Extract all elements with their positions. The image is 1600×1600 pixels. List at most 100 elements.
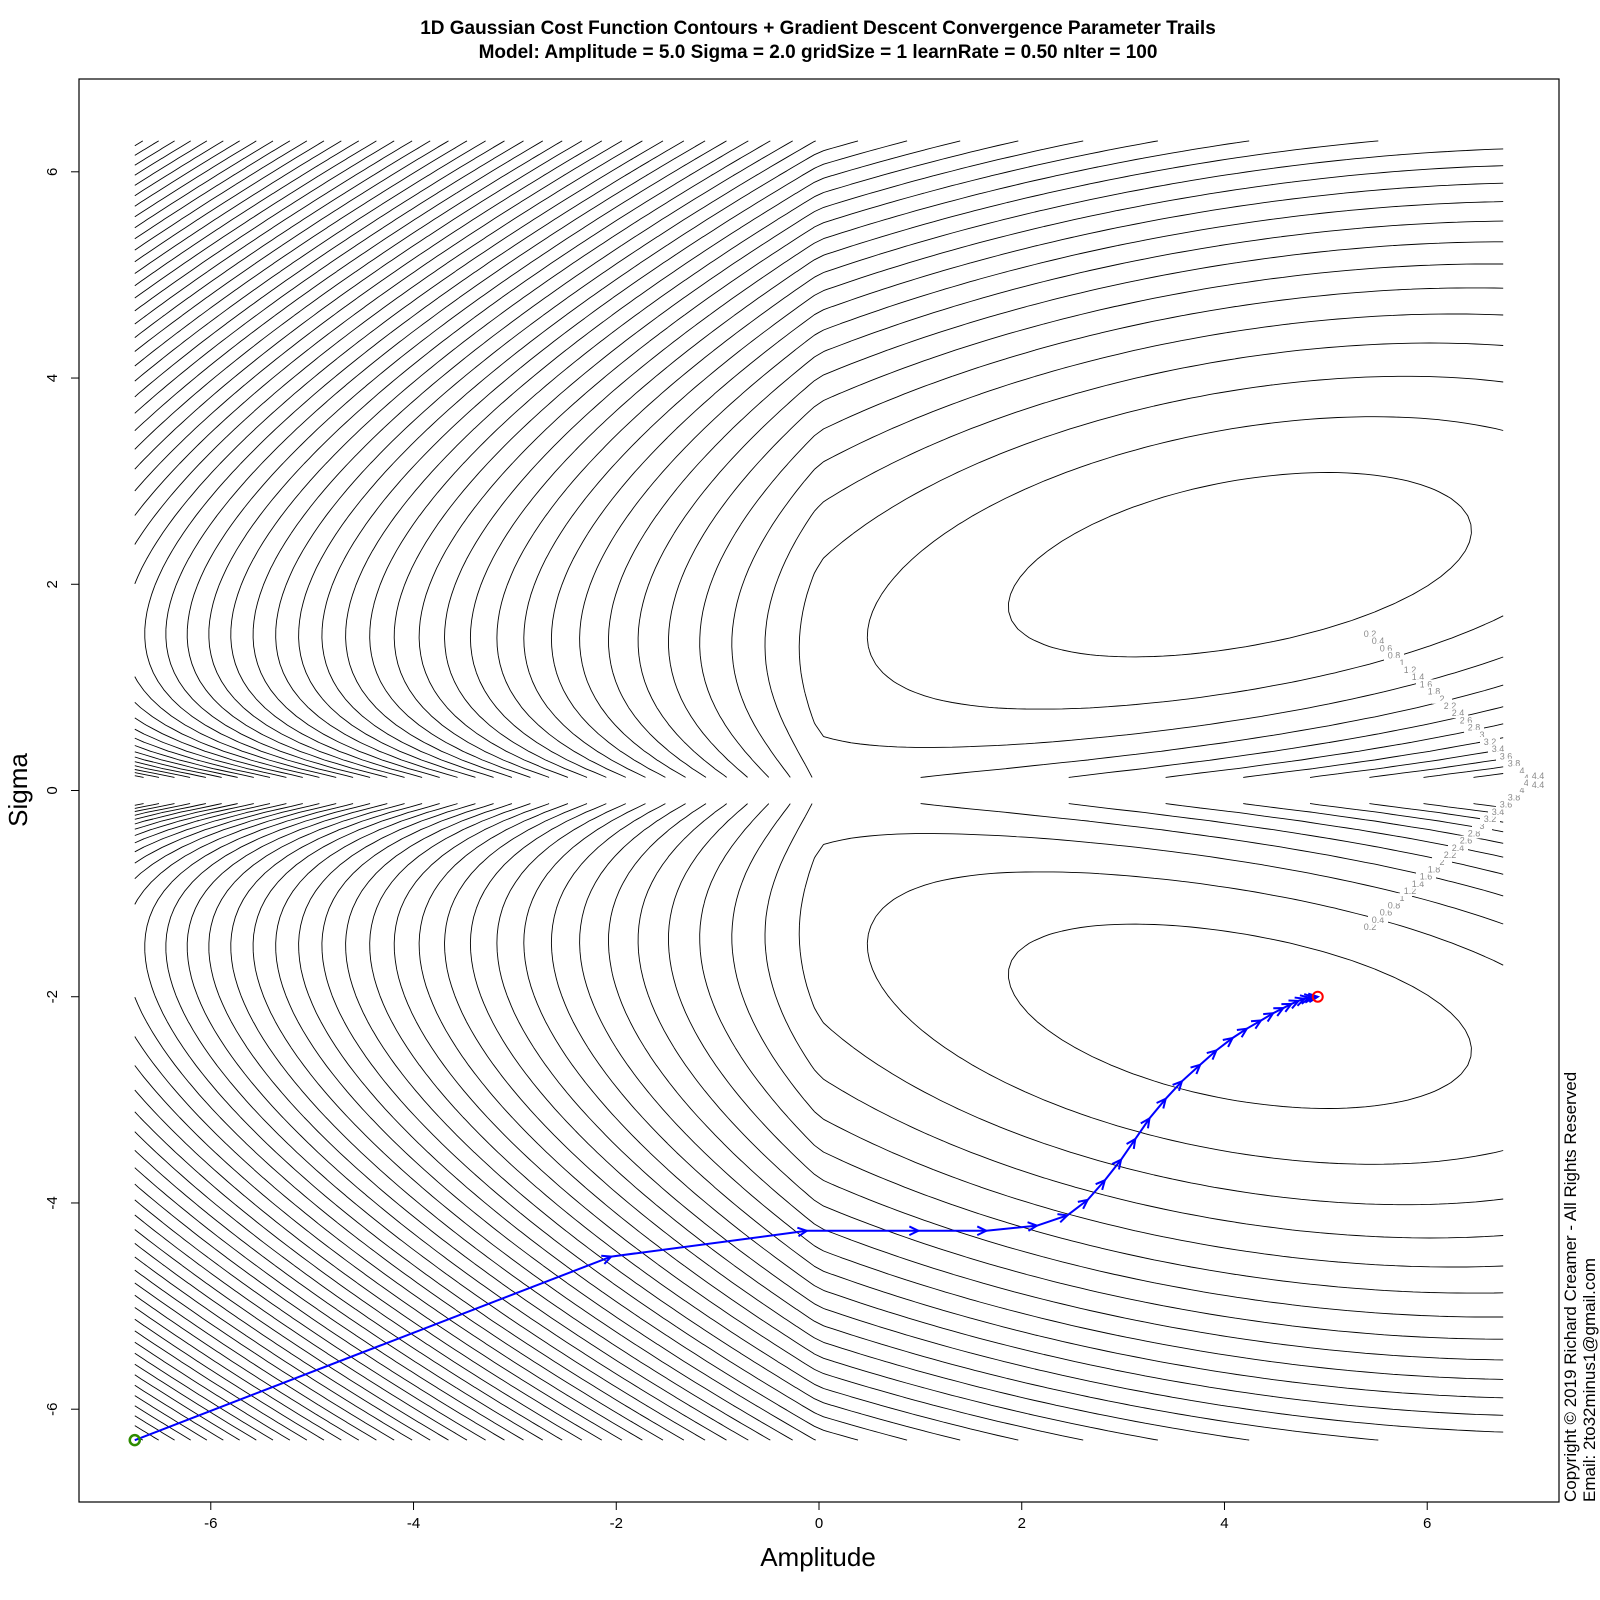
level-label-bg bbox=[1416, 871, 1436, 882]
level-label-bg bbox=[1392, 657, 1412, 668]
contour-level-label: 2.6 bbox=[1460, 715, 1473, 725]
trail-arrowhead bbox=[1027, 1221, 1040, 1232]
contour-line bbox=[134, 140, 468, 1441]
chart-subtitle: Model: Amplitude = 5.0 Sigma = 2.0 gridS… bbox=[479, 42, 1158, 63]
trail-arrowhead bbox=[1250, 1019, 1263, 1030]
contour-line bbox=[134, 140, 191, 1441]
contour-line bbox=[134, 140, 505, 1441]
trail-arrowhead bbox=[1294, 996, 1307, 1007]
contour-level-label: 2.6 bbox=[1460, 836, 1473, 846]
contour-line bbox=[699, 287, 1504, 1294]
contour-level-label: 1.8 bbox=[1428, 864, 1441, 874]
contour-line bbox=[144, 140, 685, 1441]
level-label-bg bbox=[1488, 806, 1508, 817]
contour-line bbox=[134, 140, 583, 1441]
contour-line bbox=[345, 140, 961, 1441]
contour-level-label: 3.6 bbox=[1500, 751, 1513, 761]
contour-level-label: 1.4 bbox=[1412, 672, 1425, 682]
level-label-bg bbox=[1480, 814, 1500, 824]
contour-line bbox=[579, 201, 1504, 1380]
trail-arrowhead bbox=[1057, 1213, 1070, 1224]
contour-level-label: 0.2 bbox=[1364, 629, 1377, 639]
level-label-bg bbox=[1368, 636, 1388, 647]
level-label-bg bbox=[1440, 701, 1460, 711]
contour-level-label: 2 bbox=[1439, 857, 1444, 867]
level-label-bg bbox=[1512, 765, 1532, 776]
start-point bbox=[128, 1433, 142, 1447]
contour-level-label: 0.6 bbox=[1380, 643, 1393, 653]
trail-arrowhead bbox=[1299, 994, 1312, 1005]
level-label-bg bbox=[1384, 900, 1404, 911]
x-tick-label: 0 bbox=[815, 1515, 823, 1532]
contour-line bbox=[134, 140, 342, 1441]
contour-level-label: 0.2 bbox=[1364, 922, 1377, 932]
trail-arrowhead bbox=[1095, 1178, 1107, 1191]
level-label-bg bbox=[1376, 643, 1396, 654]
y-tick-label: 0 bbox=[44, 786, 61, 794]
level-label-bg bbox=[1376, 907, 1396, 918]
contour-line bbox=[866, 416, 1504, 1165]
level-label-bg bbox=[1448, 708, 1468, 719]
contour-level-label: 2.4 bbox=[1452, 708, 1465, 718]
level-label-bg bbox=[1480, 737, 1500, 747]
contour-line bbox=[252, 140, 793, 1441]
y-axis-label: Sigma bbox=[3, 753, 33, 827]
contour-level-label: 0.8 bbox=[1388, 900, 1401, 910]
level-label-bg bbox=[1496, 799, 1516, 810]
contour-level-label: 4.4 bbox=[1532, 780, 1545, 790]
x-tick-label: -2 bbox=[610, 1515, 623, 1532]
contour-line bbox=[134, 140, 377, 1441]
y-tick-label: -2 bbox=[44, 990, 61, 1003]
level-label-bg bbox=[1400, 886, 1420, 896]
end-point bbox=[1311, 990, 1324, 1003]
contour-line bbox=[275, 140, 816, 1441]
contour-line bbox=[731, 313, 1504, 1268]
contour-line bbox=[134, 140, 274, 1441]
level-label-bg bbox=[1416, 679, 1436, 690]
contour-line bbox=[134, 140, 224, 1441]
trail-arrowhead bbox=[1273, 1007, 1286, 1017]
y-tick-label: -4 bbox=[44, 1196, 61, 1209]
contour-line bbox=[186, 140, 727, 1441]
contour-level-label: 0.4 bbox=[1372, 915, 1385, 925]
contour-level-label: 4.4 bbox=[1532, 771, 1545, 781]
level-label-bg bbox=[1504, 758, 1524, 769]
contour-line bbox=[550, 182, 1504, 1399]
contour-level-label: 2.4 bbox=[1452, 843, 1465, 853]
chart-title: 1D Gaussian Cost Function Contours + Gra… bbox=[420, 18, 1216, 39]
y-axis: -6 -4 -2 0 2 4 6 bbox=[44, 168, 80, 1416]
trail-arrowhead bbox=[976, 1225, 989, 1237]
trail-arrowhead bbox=[601, 1254, 614, 1265]
contour-line bbox=[134, 140, 643, 1441]
x-axis: -6 -4 -2 0 2 4 6 bbox=[204, 1501, 1431, 1532]
copyright-email: Email: 2to32minus1@gmail.com bbox=[1580, 1258, 1599, 1502]
contour-level-label: 1.6 bbox=[1420, 679, 1433, 689]
trail-arrowhead bbox=[1077, 1198, 1090, 1210]
y-tick-label: 6 bbox=[44, 168, 61, 176]
trail-arrowhead bbox=[1307, 992, 1321, 1004]
level-label-bg bbox=[1408, 878, 1428, 889]
trail-arrowhead bbox=[1190, 1063, 1202, 1075]
level-label-bg bbox=[1384, 650, 1404, 661]
trail-arrowhead bbox=[1126, 1137, 1137, 1150]
contour-line bbox=[496, 148, 1504, 1433]
contour-line bbox=[134, 140, 623, 1441]
contour-level-label: 3.4 bbox=[1492, 744, 1505, 754]
contour-line bbox=[134, 140, 175, 1441]
level-label-bg bbox=[1464, 828, 1484, 839]
contour-level-label: 3.4 bbox=[1492, 807, 1505, 817]
trail-arrowhead bbox=[1222, 1036, 1235, 1048]
level-label-bg bbox=[1440, 850, 1460, 860]
level-label-bg bbox=[1528, 780, 1548, 791]
contour-line bbox=[764, 342, 1504, 1239]
level-label-bg bbox=[1456, 715, 1476, 726]
contour-line bbox=[418, 140, 1158, 1441]
level-label-bg bbox=[1368, 914, 1388, 925]
contour-line bbox=[134, 140, 360, 1441]
level-label-bg bbox=[1488, 744, 1508, 755]
level-label-bg bbox=[1360, 629, 1380, 639]
trail-arrowhead bbox=[1206, 1048, 1219, 1060]
level-label-bg bbox=[1504, 792, 1524, 803]
contour-line bbox=[469, 140, 1379, 1441]
